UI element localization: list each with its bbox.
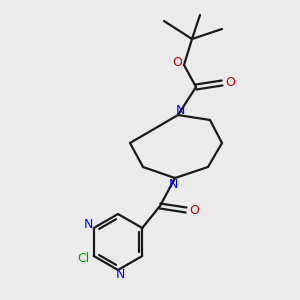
Text: N: N — [175, 103, 185, 116]
Text: N: N — [84, 218, 93, 232]
Text: Cl: Cl — [78, 251, 90, 265]
Text: O: O — [189, 203, 199, 217]
Text: O: O — [225, 76, 235, 89]
Text: N: N — [168, 178, 178, 190]
Text: N: N — [115, 268, 125, 281]
Text: O: O — [172, 56, 182, 68]
